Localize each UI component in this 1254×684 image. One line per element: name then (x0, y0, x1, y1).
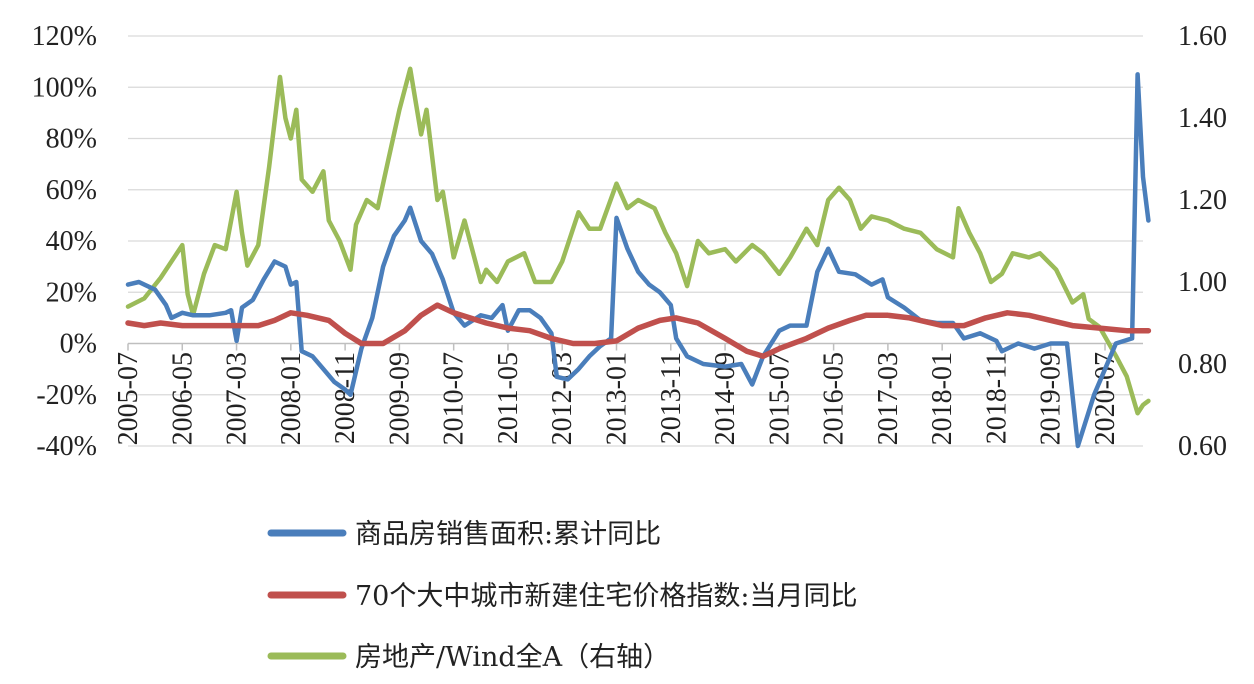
y-right-tick-label: 1.60 (1178, 21, 1227, 52)
y-left-tick-label: 60% (46, 175, 97, 206)
y-left-tick-label: 80% (46, 124, 97, 155)
x-tick-label: 2007-03 (222, 352, 253, 445)
legend: 商品房销售面积:累计同比 70个大中城市新建住宅价格指数:当月同比房地产/Wind… (267, 519, 857, 673)
x-tick-label: 2010-07 (439, 352, 470, 445)
legend-label: 房地产/Wind全A（右轴） (355, 642, 670, 673)
x-tick-label: 2017-03 (873, 352, 904, 445)
series-line-3 (125, 66, 1151, 416)
x-tick-label: 2005-07 (113, 352, 144, 445)
x-tick-label: 2019-09 (1036, 352, 1067, 445)
y-left-tick-label: 120% (32, 21, 97, 52)
x-tick-label: 2006-05 (167, 352, 198, 445)
y-left-tick-label: 100% (32, 72, 97, 103)
y-right-tick-label: 1.20 (1178, 185, 1227, 216)
legend-label: 商品房销售面积:累计同比 (355, 519, 661, 550)
x-tick-label: 2009-09 (384, 352, 415, 445)
x-tick-label: 2008-01 (276, 352, 307, 445)
y-left-tick-label: 40% (46, 226, 97, 257)
series-line-1 (125, 72, 1151, 449)
x-tick-label: 2011-05 (493, 352, 524, 444)
x-tick-label: 2012-03 (547, 352, 578, 445)
y-left-tick-label: -40% (36, 431, 97, 462)
axes: -40% -20% 0% 20% 40% 60% 80% 100% 120% 0.60 0.80 1.… (32, 21, 1227, 462)
y-right-tick-label: 1.00 (1178, 267, 1227, 298)
x-tick-label: 2016-05 (819, 352, 850, 445)
x-tick-label: 2015-07 (764, 352, 795, 445)
y-left-tick-label: 0% (60, 329, 97, 360)
legend-label: 70个大中城市新建住宅价格指数:当月同比 (355, 581, 857, 612)
series-line-2 (125, 302, 1152, 360)
y-left-tick-label: -20% (36, 380, 97, 411)
y-right-tick-label: 0.80 (1178, 349, 1227, 380)
series-lines (125, 66, 1152, 449)
x-tick-label: 2013-01 (602, 352, 633, 445)
y-left-tick-label: 20% (46, 277, 97, 308)
y-right-tick-label: 1.40 (1178, 103, 1227, 134)
y-right-tick-label: 0.60 (1178, 431, 1227, 462)
x-tick-label: 2018-01 (927, 352, 958, 445)
x-tick-label: 2018-11 (981, 352, 1012, 444)
x-tick-label: 2013-11 (656, 352, 687, 444)
